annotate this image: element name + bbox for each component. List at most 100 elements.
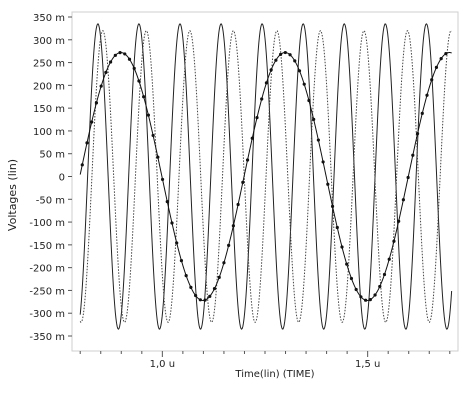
series-2-marker-9: [123, 52, 127, 56]
y-tick-label-14: -350 m: [29, 332, 65, 343]
x-axis: 1,0 u 1,5 u: [79, 351, 451, 370]
y-tick-label-0: 350 m: [33, 13, 65, 24]
series-2-marker-19: [170, 221, 174, 225]
series-2-marker-6: [109, 60, 113, 64]
series-2-marker-56: [345, 262, 349, 266]
series-2-marker-4: [99, 84, 103, 88]
series-2-marker-66: [392, 239, 396, 243]
series-2-marker-62: [373, 293, 377, 297]
series-2-marker-16: [156, 155, 160, 159]
y-axis-label: Voltages (lin): [6, 159, 19, 231]
series-2-marker-3: [94, 101, 99, 105]
y-tick-label-13: -300 m: [29, 309, 65, 320]
series-2-marker-46: [297, 69, 302, 73]
series-2-marker-45: [293, 59, 297, 63]
series-2-marker-10: [127, 57, 132, 61]
series-layer: [79, 23, 453, 330]
series-2-marker-37: [255, 116, 259, 120]
series-2-marker-34: [241, 180, 245, 184]
y-tick-label-9: -100 m: [29, 218, 65, 229]
series-2-marker-23: [189, 285, 193, 289]
series-2-marker-30: [222, 261, 226, 265]
series-2-marker-25: [198, 298, 202, 302]
series-2-marker-26: [203, 298, 207, 302]
x-tick-label-0: 1,0 u: [150, 359, 175, 370]
series-2-marker-24: [194, 293, 198, 298]
series-2-marker-59: [359, 295, 363, 299]
series-2-marker-54: [335, 225, 339, 230]
series-2-marker-11: [132, 66, 136, 70]
series-2-marker-8: [118, 51, 122, 55]
series-2-marker-60: [364, 298, 368, 302]
series-2-marker-39: [264, 81, 269, 85]
series-2-marker-31: [227, 243, 231, 247]
series-2-marker-35: [245, 158, 250, 162]
series-line-1: [79, 29, 452, 324]
y-tick-label-10: -150 m: [29, 241, 65, 252]
series-2-marker-57: [349, 276, 354, 281]
y-tick-label-3: 200 m: [33, 81, 65, 92]
series-2-marker-1: [85, 141, 89, 145]
series-2-marker-41: [274, 58, 278, 62]
y-axis: 350 m 300 m 250 m 200 m 150 m 100 m 50 m 0 -50 m…: [29, 13, 72, 343]
series-2-marker-43: [283, 50, 287, 55]
series-2-marker-47: [302, 82, 306, 86]
y-tick-label-5: 100 m: [33, 127, 65, 138]
series-2-marker-61: [368, 297, 372, 302]
series-2-marker-13: [142, 95, 146, 99]
series-2-marker-51: [321, 160, 325, 164]
series-2-marker-52: [326, 182, 330, 186]
series-2-marker-67: [397, 219, 401, 223]
series-2-marker-33: [236, 202, 240, 207]
series-2-marker-2: [90, 120, 94, 124]
series-2-marker-40: [269, 68, 273, 72]
y-tick-label-8: -50 m: [36, 195, 65, 206]
y-tick-label-4: 150 m: [33, 104, 65, 115]
y-tick-label-2: 250 m: [33, 59, 65, 70]
series-2-marker-77: [444, 52, 448, 56]
series-2-marker-58: [354, 287, 358, 292]
series-2-marker-0: [80, 163, 84, 167]
series-2-marker-63: [378, 284, 382, 289]
series-2-marker-44: [288, 53, 292, 57]
series-2-marker-49: [312, 117, 316, 121]
series-2-marker-27: [208, 294, 212, 298]
series-2-marker-7: [113, 53, 117, 57]
series-2-marker-28: [212, 287, 217, 291]
x-tick-label-1: 1,5 u: [355, 359, 380, 370]
series-2-marker-42: [279, 52, 283, 56]
series-2-marker-36: [250, 136, 254, 140]
series-2-marker-53: [330, 204, 335, 208]
y-tick-label-7: 0: [59, 173, 65, 184]
series-2-marker-17: [160, 177, 165, 182]
series-2-marker-50: [316, 138, 320, 142]
series-2-marker-48: [307, 98, 311, 103]
series-line-0: [79, 23, 453, 330]
series-2-marker-65: [387, 257, 391, 261]
series-2-marker-18: [165, 200, 169, 204]
series-2-marker-38: [260, 97, 264, 101]
series-2-marker-5: [104, 70, 108, 74]
series-2-marker-21: [179, 259, 184, 263]
y-tick-label-1: 300 m: [33, 36, 65, 47]
series-2-marker-71: [415, 131, 420, 136]
series-line-2: [79, 52, 452, 301]
x-axis-label: Time(lin) (TIME): [234, 369, 314, 380]
series-2-marker-32: [231, 224, 235, 228]
series-2-marker-64: [382, 272, 387, 277]
series-2-marker-15: [151, 133, 155, 138]
series-2-marker-22: [184, 274, 188, 278]
series-2-marker-29: [217, 275, 221, 279]
series-2-marker-75: [434, 65, 439, 70]
series-2-marker-74: [430, 78, 434, 82]
series-2-marker-12: [137, 79, 141, 83]
series-2-marker-20: [175, 241, 179, 245]
series-2-marker-68: [401, 198, 405, 202]
y-tick-label-12: -250 m: [29, 286, 65, 297]
series-2-marker-14: [146, 113, 150, 117]
series-2-marker-55: [340, 245, 344, 249]
y-tick-label-6: 50 m: [39, 150, 65, 161]
series-2-marker-72: [420, 111, 424, 116]
series-2-marker-76: [439, 57, 443, 61]
